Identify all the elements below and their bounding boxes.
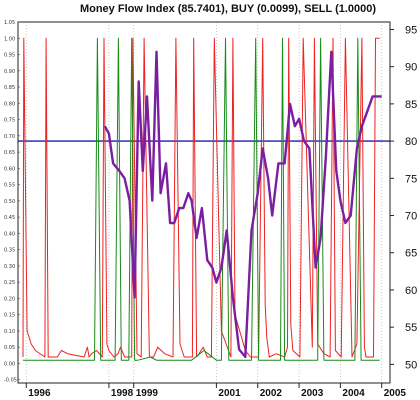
x-axis-label: 1999 [136,388,159,399]
mfi-series-line [103,50,382,359]
right-axis-label: 70 [405,211,417,223]
x-axis-label: 2002 [260,388,283,399]
x-axis-label: 2003 [301,388,324,399]
right-axis-label: 85 [405,99,417,111]
left-axis-label: 0.60 [4,166,15,172]
left-axis-label: 0.65 [4,150,15,156]
left-axis-label: 0.45 [4,215,15,221]
right-axis-label: 95 [405,24,417,36]
left-axis-label: 1.05 [4,20,15,26]
left-axis-label: 0.30 [4,264,15,270]
left-axis-label: 0.00 [4,361,15,367]
left-axis-label: 0.55 [4,183,15,189]
left-axis-label: 1.00 [4,36,15,42]
left-axis-label: 0.35 [4,248,15,254]
left-axis-label: 0.20 [4,296,15,302]
x-axis-label: 2001 [218,388,241,399]
chart-title: Money Flow Index (85.7401), BUY (0.0099)… [80,3,376,15]
right-axis-label: 80 [405,136,417,148]
left-axis-label: 0.80 [4,101,15,107]
left-axis-label: 0.75 [4,118,15,124]
series-lines [18,37,390,361]
left-axis-label: 0.50 [4,199,15,205]
x-axis-label: 1998 [111,388,134,399]
right-axis-label: 90 [405,62,417,74]
right-axis-label: 60 [405,285,417,297]
right-axis-label: 50 [405,359,417,371]
right-axis-label: 55 [405,322,417,334]
left-axis-label: 0.25 [4,280,15,286]
left-axis-label: 0.90 [4,69,15,75]
left-axis-label: 0.70 [4,134,15,140]
left-axis-label: 0.10 [4,329,15,335]
axes: 95 90 85 80 75 70 65 60 55 50 1.05 1.00 0.95 0.90 0.85… [4,20,417,399]
plot-frame [17,21,391,384]
left-axis-label: 0.95 [4,53,15,59]
left-axis-label: 0.40 [4,231,15,237]
x-axis-label: 2004 [342,388,365,399]
x-axis-label: 1996 [28,388,51,399]
left-axis-label: -0.05 [4,378,17,384]
left-axis-label: 0.15 [4,313,15,319]
buy-series-line [23,37,380,361]
right-axis-label: 75 [405,173,417,185]
left-axis-label: 0.85 [4,85,15,91]
sell-series-line [22,37,380,358]
left-axis-label: 0.05 [4,345,15,351]
right-axis-label: 65 [405,248,417,260]
x-axis-label: 2005 [384,388,407,399]
